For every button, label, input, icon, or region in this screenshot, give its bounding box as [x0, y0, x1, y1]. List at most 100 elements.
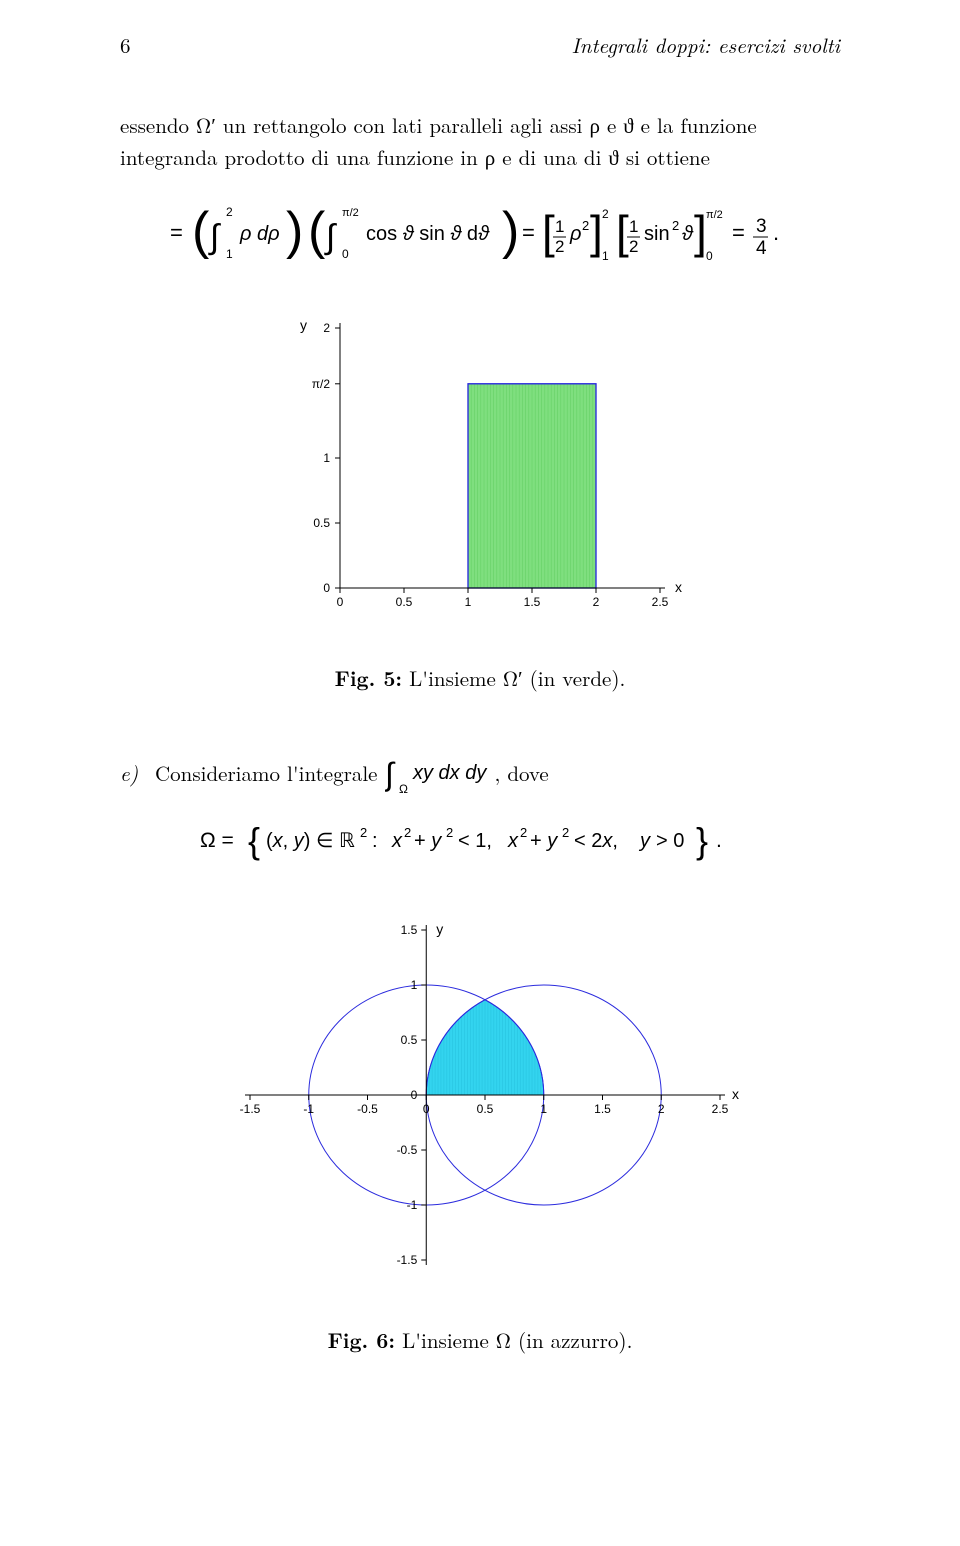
svg-text:0.5: 0.5 — [477, 1102, 494, 1116]
svg-text:cos ϑ sin ϑ dϑ: cos ϑ sin ϑ dϑ — [366, 223, 490, 245]
svg-text:2.5: 2.5 — [712, 1102, 729, 1116]
svg-text:1: 1 — [602, 249, 609, 263]
figure-6: -1.5-1-0.500.511.522.5-1.5-1-0.500.511.5… — [120, 910, 840, 1295]
fig6-caption-text: L'insieme Ω (in azzurro). — [395, 1325, 632, 1355]
svg-text:0: 0 — [706, 249, 713, 263]
svg-text:2: 2 — [658, 1102, 665, 1116]
omega-definition: Ω = { (x, y) ∈ ℝ 2 : x 2 + y 2 < 1, x 2 … — [120, 817, 840, 870]
svg-text:2: 2 — [360, 825, 367, 840]
svg-text:2: 2 — [562, 825, 569, 840]
svg-text:sin: sin — [644, 223, 670, 245]
svg-text:4: 4 — [756, 238, 767, 259]
svg-text:0: 0 — [337, 595, 344, 609]
svg-text:2: 2 — [446, 825, 453, 840]
svg-text::: : — [372, 830, 378, 852]
svg-text:x: x — [507, 830, 519, 852]
header-title: Integrali doppi: esercizi svolti — [572, 30, 840, 60]
svg-text:2: 2 — [672, 218, 679, 233]
svg-text:0: 0 — [423, 1102, 430, 1116]
page-header: 6 Integrali doppi: esercizi svolti — [120, 30, 840, 60]
svg-text:(: ( — [308, 202, 326, 260]
svg-text:2: 2 — [520, 825, 527, 840]
svg-text:2: 2 — [323, 321, 330, 335]
item-e: e) Consideriamo l'integrale ∫ Ω xy dx dy… — [120, 753, 840, 797]
figure-5-caption: Fig. 5: L'insieme Ω′ (in verde). — [120, 663, 840, 693]
item-e-text-1: Consideriamo l'integrale — [155, 758, 385, 788]
svg-text:3: 3 — [756, 216, 767, 237]
svg-text:=: = — [522, 220, 535, 245]
svg-text:0.5: 0.5 — [401, 1033, 418, 1047]
svg-text:0: 0 — [342, 247, 349, 261]
svg-text:-0.5: -0.5 — [397, 1143, 418, 1157]
svg-text:x: x — [732, 1086, 739, 1102]
svg-text:{: { — [248, 820, 260, 861]
paragraph-1: essendo Ω′ un rettangolo con lati parall… — [120, 110, 840, 173]
svg-text:[: [ — [616, 206, 629, 258]
svg-text:.: . — [773, 220, 779, 245]
item-e-text-2: , dove — [495, 758, 549, 788]
fig6-caption-bold: Fig. 6: — [328, 1325, 396, 1355]
svg-text:π/2: π/2 — [706, 209, 723, 221]
svg-text:-1.5: -1.5 — [397, 1253, 418, 1267]
svg-text:(: ( — [192, 202, 210, 260]
svg-text:y: y — [638, 830, 651, 852]
svg-text:2: 2 — [555, 237, 564, 256]
item-e-label: e) — [120, 758, 148, 788]
svg-text:0: 0 — [323, 581, 330, 595]
svg-text:-1: -1 — [303, 1102, 314, 1116]
svg-text:< 1,: < 1, — [458, 830, 492, 852]
svg-text:=: = — [170, 220, 183, 245]
svg-text:ϑ: ϑ — [682, 223, 694, 245]
svg-text:-0.5: -0.5 — [357, 1102, 378, 1116]
svg-text:[: [ — [542, 206, 555, 258]
svg-text:2: 2 — [602, 207, 609, 221]
svg-text:2.5: 2.5 — [652, 595, 669, 609]
svg-text:1: 1 — [629, 217, 638, 236]
svg-text:): ) — [502, 202, 519, 260]
fig5-caption-text: L'insieme Ω′ (in verde). — [402, 663, 625, 693]
svg-text:0.5: 0.5 — [313, 516, 330, 530]
svg-text:Ω =: Ω = — [200, 829, 234, 852]
fig5-caption-bold: Fig. 5: — [335, 663, 403, 693]
svg-text:1.5: 1.5 — [524, 595, 541, 609]
figure-6-caption: Fig. 6: L'insieme Ω (in azzurro). — [120, 1325, 840, 1355]
svg-text:y: y — [300, 317, 307, 333]
svg-text:∫: ∫ — [324, 218, 337, 256]
svg-text:]: ] — [694, 206, 707, 258]
svg-text:-1: -1 — [407, 1198, 418, 1212]
svg-text:=: = — [732, 220, 745, 245]
svg-text:Ω: Ω — [399, 782, 408, 796]
svg-text:1: 1 — [555, 217, 564, 236]
svg-text:1: 1 — [226, 247, 233, 261]
svg-text:1.5: 1.5 — [401, 923, 418, 937]
equation-1: = ( ∫ 2 1 ρ dρ ) ( ∫ π/2 0 cos ϑ sin ϑ d… — [120, 198, 840, 268]
svg-text:0.5: 0.5 — [396, 595, 413, 609]
svg-text:+ y: + y — [530, 830, 558, 852]
svg-text:> 0: > 0 — [656, 830, 684, 852]
page-number: 6 — [120, 30, 131, 60]
svg-text:2: 2 — [629, 237, 638, 256]
svg-text:1: 1 — [411, 978, 418, 992]
svg-text:∫: ∫ — [385, 756, 396, 792]
svg-text:1: 1 — [465, 595, 472, 609]
svg-text:(x, y) ∈ ℝ: (x, y) ∈ ℝ — [266, 830, 355, 852]
svg-text:}: } — [696, 820, 708, 861]
svg-text:< 2x,: < 2x, — [574, 830, 618, 852]
svg-text:1.5: 1.5 — [594, 1102, 611, 1116]
svg-text:∫: ∫ — [208, 218, 221, 256]
figure-5: 00.511.522.500.51π/22xy — [120, 308, 840, 633]
svg-text:1: 1 — [540, 1102, 547, 1116]
svg-text:π/2: π/2 — [312, 377, 331, 391]
svg-text:2: 2 — [593, 595, 600, 609]
svg-text:x: x — [675, 579, 682, 595]
svg-text:ρ dρ: ρ dρ — [239, 223, 280, 245]
svg-text:ρ: ρ — [569, 223, 581, 245]
svg-text:.: . — [716, 829, 722, 852]
svg-text:+ y: + y — [414, 830, 442, 852]
svg-text:xy dx dy: xy dx dy — [412, 762, 487, 784]
svg-text:0: 0 — [411, 1088, 418, 1102]
svg-text:π/2: π/2 — [342, 207, 359, 219]
svg-text:2: 2 — [226, 205, 233, 219]
svg-text:x: x — [391, 830, 403, 852]
svg-text:): ) — [286, 202, 303, 260]
